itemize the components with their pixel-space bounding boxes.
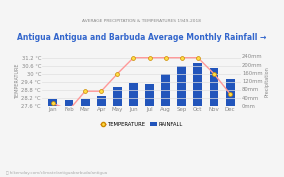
Y-axis label: Precipitation: Precipitation (264, 66, 269, 97)
Text: AVERAGE PRECIPITATION & TEMPERATURES 1949-2018: AVERAGE PRECIPITATION & TEMPERATURES 194… (82, 19, 202, 23)
Legend: TEMPERATURE, RAINFALL: TEMPERATURE, RAINFALL (98, 119, 185, 129)
Bar (64, 100, 74, 106)
Bar (226, 79, 235, 106)
Bar (145, 84, 154, 106)
Bar (97, 96, 106, 106)
Bar (81, 99, 89, 106)
Y-axis label: TEMPERATURE: TEMPERATURE (15, 63, 20, 99)
Text: ⓘ hikersday.com/climate/antiguabarbuda/antigua: ⓘ hikersday.com/climate/antiguabarbuda/a… (6, 171, 107, 175)
Title: Antigua Antigua and Barbuda Average Monthly Rainfall →: Antigua Antigua and Barbuda Average Mont… (17, 33, 266, 42)
Bar (113, 87, 122, 106)
Bar (210, 68, 218, 106)
Bar (193, 63, 202, 106)
Bar (161, 74, 170, 106)
Bar (129, 83, 138, 106)
Bar (177, 66, 186, 106)
Bar (49, 99, 57, 106)
